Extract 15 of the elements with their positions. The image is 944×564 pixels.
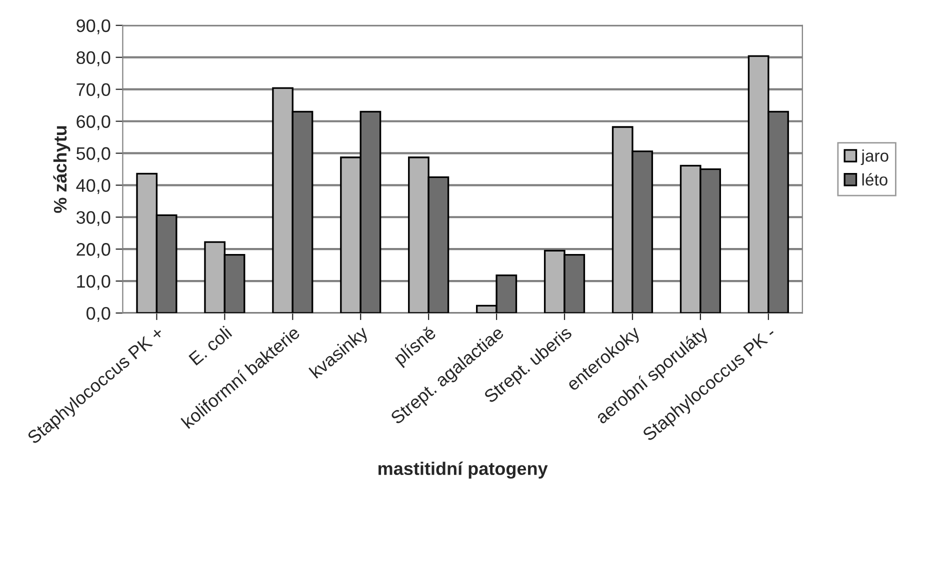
x-tick-label: E. coli	[188, 326, 232, 366]
y-tick-label: 70,0	[76, 83, 110, 98]
y-tick-label: 20,0	[76, 243, 110, 258]
y-tick-label: 30,0	[76, 211, 110, 226]
y-tick-label: 60,0	[76, 115, 110, 130]
y-tick-label: 80,0	[76, 51, 110, 66]
x-axis-title: mastitidní patogeny	[378, 462, 548, 479]
y-tick-label: 10,0	[77, 274, 110, 290]
legend-label: jaro	[860, 149, 888, 166]
y-tick-label: 90,0	[76, 19, 110, 34]
legend-label: léto	[862, 173, 888, 186]
y-tick-label: 40,0	[76, 179, 110, 194]
y-tick-label: 50,0	[76, 147, 110, 162]
y-tick-label: 0,0	[86, 306, 110, 322]
y-axis-title: % záchytu	[53, 126, 70, 213]
